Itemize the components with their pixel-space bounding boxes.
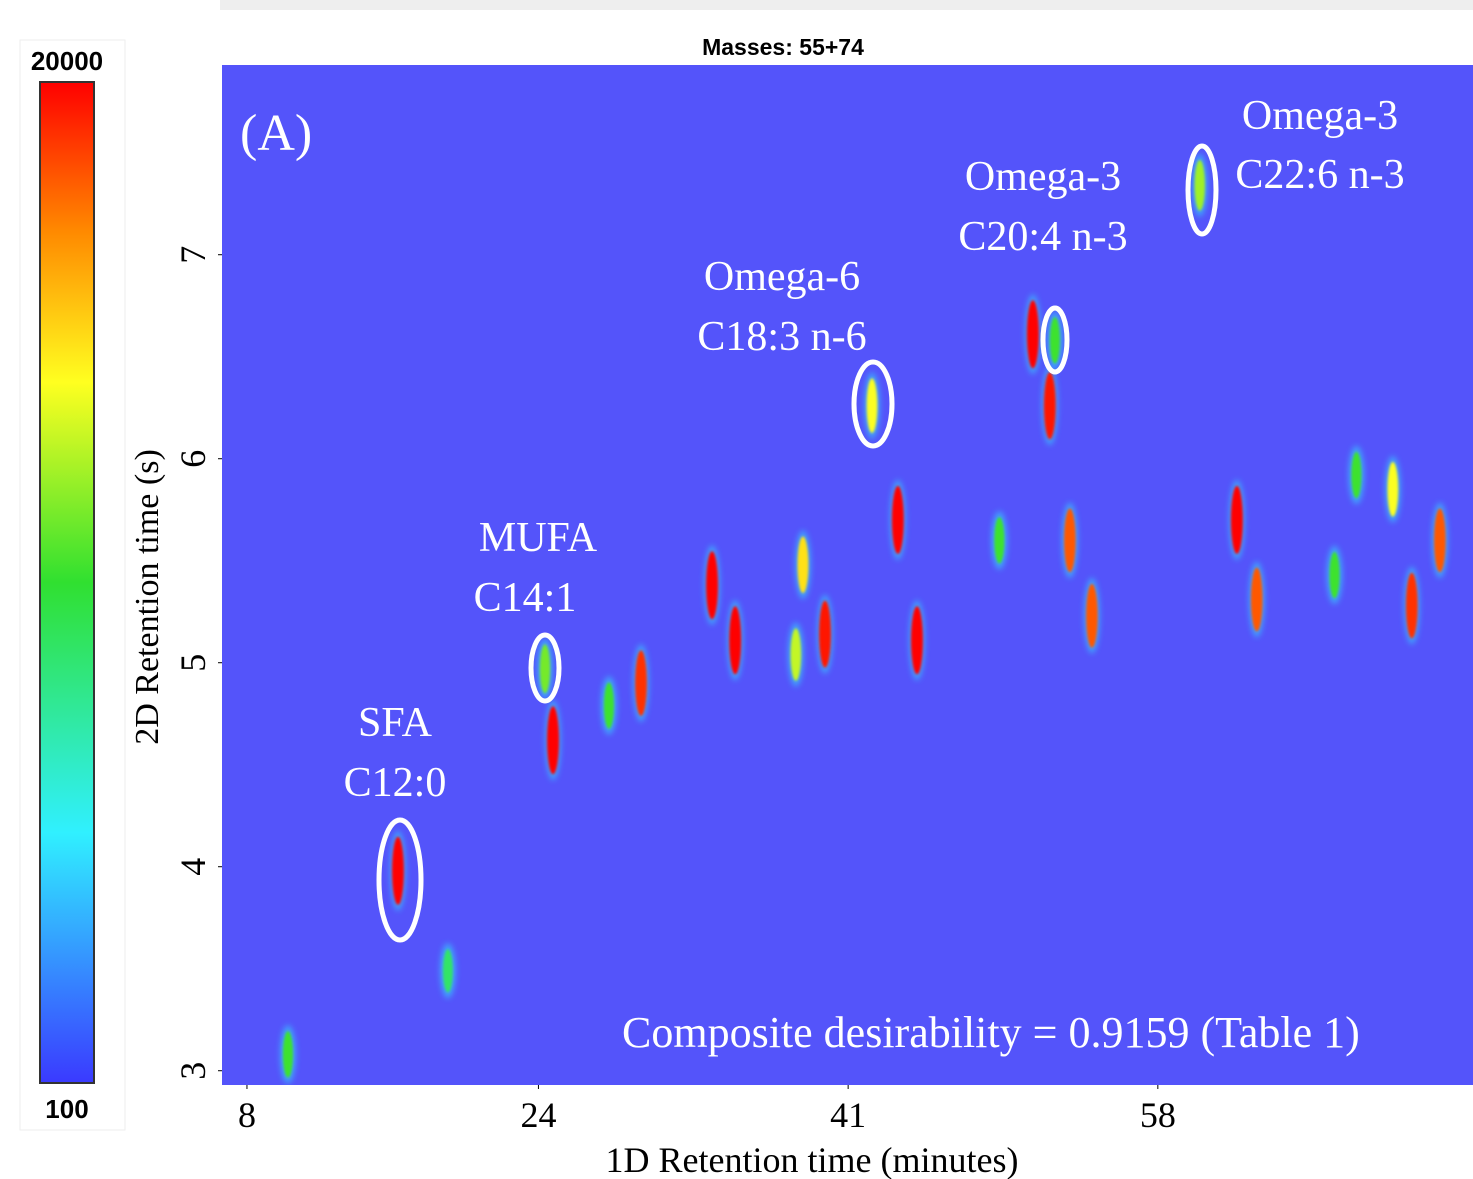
x-tick-label: 24: [520, 1095, 556, 1135]
peak: [539, 644, 551, 694]
peak: [1329, 551, 1340, 599]
peak: [797, 536, 809, 594]
x-tick-label: 41: [830, 1095, 866, 1135]
annotation-ellipses: [376, 143, 1219, 943]
y-tick-label: 6: [173, 450, 213, 468]
y-tick-label: 7: [173, 246, 213, 264]
annotation: MUFA: [479, 515, 598, 561]
annotation: C12:0: [344, 760, 447, 806]
x-tick-label: 58: [1140, 1095, 1176, 1135]
y-tick-label: 4: [173, 858, 213, 876]
y-tick-label: 5: [173, 654, 213, 672]
colorbar-frame: [19, 39, 126, 1131]
x-tick-label: 8: [238, 1095, 256, 1135]
colorbar-min: 100: [45, 1094, 88, 1124]
peak: [1351, 451, 1362, 499]
peak: [443, 949, 453, 993]
peak: [1064, 508, 1076, 573]
annotation: SFA: [358, 700, 433, 746]
plot-area: [222, 65, 1473, 1085]
peak: [391, 836, 404, 905]
peak: [891, 485, 904, 554]
panel-label: (A): [240, 105, 312, 162]
peak: [1043, 372, 1056, 440]
annotation: Omega-6: [704, 254, 860, 300]
footnote: Composite desirability = 0.9159 (Table 1…: [622, 1008, 1360, 1057]
peak: [1049, 317, 1060, 364]
peak: [1387, 462, 1399, 517]
peak: [790, 628, 802, 681]
peak: [1230, 485, 1243, 554]
peak: [1250, 567, 1263, 632]
peak: [603, 682, 614, 729]
peak: [819, 600, 831, 668]
colorbar-max: 20000: [31, 46, 103, 76]
annotation: C14:1: [474, 575, 577, 621]
peak: [1086, 583, 1098, 648]
peak: [911, 606, 923, 675]
peak: [1405, 572, 1418, 639]
annotation-ellipse: [1185, 143, 1219, 237]
annotation: C18:3 n-6: [697, 314, 866, 360]
peak: [547, 706, 560, 775]
peak: [729, 606, 742, 675]
peak: [1194, 159, 1205, 211]
peak: [706, 551, 719, 620]
peak: [635, 650, 647, 716]
y-tick-label: 3: [173, 1062, 213, 1080]
peak: [1026, 300, 1039, 369]
peak: [866, 378, 878, 433]
plot-content: [279, 65, 1448, 1085]
annotation-ellipse: [851, 359, 895, 449]
annotation-ellipse: [1040, 305, 1070, 375]
chart-title: Masses: 55+74: [702, 34, 864, 60]
annotation: Omega-3: [1242, 93, 1398, 139]
annotation: C22:6 n-3: [1235, 152, 1404, 198]
y-axis-title: 2D Retention time (s): [129, 449, 166, 745]
top-band: [220, 0, 1473, 10]
peak: [994, 517, 1005, 564]
annotation-ellipse: [376, 817, 424, 943]
colorbar: [39, 81, 95, 1084]
peak: [1434, 508, 1446, 573]
peak: [282, 1031, 293, 1078]
annotation-ellipse: [528, 632, 562, 704]
x-axis-title: 1D Retention time (minutes): [606, 1140, 1019, 1179]
annotation: Omega-3: [965, 154, 1121, 200]
annotation: C20:4 n-3: [958, 214, 1127, 260]
